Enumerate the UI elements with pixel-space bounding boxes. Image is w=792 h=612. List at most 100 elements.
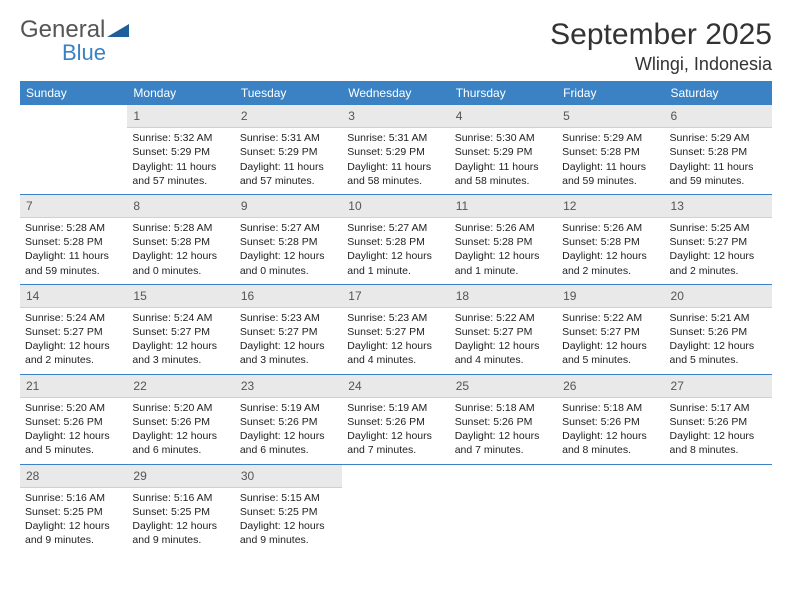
day-cell: 30Sunrise: 5:15 AMSunset: 5:25 PMDayligh… (235, 465, 342, 554)
sunset-line: Sunset: 5:26 PM (132, 415, 229, 429)
day-cell: 14Sunrise: 5:24 AMSunset: 5:27 PMDayligh… (20, 285, 127, 374)
sunset-line: Sunset: 5:26 PM (562, 415, 659, 429)
day-content: Sunrise: 5:25 AMSunset: 5:27 PMDaylight:… (665, 218, 772, 284)
sunrise-line: Sunrise: 5:27 AM (347, 221, 444, 235)
day-number: 29 (127, 465, 234, 488)
day-cell: 7Sunrise: 5:28 AMSunset: 5:28 PMDaylight… (20, 195, 127, 284)
day-number: 14 (20, 285, 127, 308)
day-cell: 8Sunrise: 5:28 AMSunset: 5:28 PMDaylight… (127, 195, 234, 284)
logo-text: General Blue (20, 18, 129, 64)
week-row: 14Sunrise: 5:24 AMSunset: 5:27 PMDayligh… (20, 285, 772, 374)
daylight-line: Daylight: 11 hours and 57 minutes. (132, 160, 229, 188)
daylight-line: Daylight: 12 hours and 1 minute. (347, 249, 444, 277)
logo-triangle-icon (107, 18, 129, 42)
sunset-line: Sunset: 5:28 PM (562, 145, 659, 159)
sunrise-line: Sunrise: 5:28 AM (25, 221, 122, 235)
day-content: Sunrise: 5:32 AMSunset: 5:29 PMDaylight:… (127, 128, 234, 194)
day-content: Sunrise: 5:15 AMSunset: 5:25 PMDaylight:… (235, 488, 342, 554)
week-row: 28Sunrise: 5:16 AMSunset: 5:25 PMDayligh… (20, 465, 772, 554)
logo-word-blue: Blue (62, 42, 129, 64)
sunset-line: Sunset: 5:28 PM (670, 145, 767, 159)
week-row: 21Sunrise: 5:20 AMSunset: 5:26 PMDayligh… (20, 375, 772, 464)
daylight-line: Daylight: 12 hours and 2 minutes. (670, 249, 767, 277)
day-number: 7 (20, 195, 127, 218)
sunset-line: Sunset: 5:28 PM (455, 235, 552, 249)
day-cell: 29Sunrise: 5:16 AMSunset: 5:25 PMDayligh… (127, 465, 234, 554)
day-content: Sunrise: 5:28 AMSunset: 5:28 PMDaylight:… (20, 218, 127, 284)
sunrise-line: Sunrise: 5:28 AM (132, 221, 229, 235)
daylight-line: Daylight: 11 hours and 59 minutes. (562, 160, 659, 188)
day-cell: 6Sunrise: 5:29 AMSunset: 5:28 PMDaylight… (665, 105, 772, 194)
sunrise-line: Sunrise: 5:27 AM (240, 221, 337, 235)
sunset-line: Sunset: 5:28 PM (240, 235, 337, 249)
day-cell: 1Sunrise: 5:32 AMSunset: 5:29 PMDaylight… (127, 105, 234, 194)
daylight-line: Daylight: 12 hours and 7 minutes. (455, 429, 552, 457)
daylight-line: Daylight: 12 hours and 3 minutes. (240, 339, 337, 367)
sunrise-line: Sunrise: 5:26 AM (562, 221, 659, 235)
day-content: Sunrise: 5:19 AMSunset: 5:26 PMDaylight:… (235, 398, 342, 464)
sunset-line: Sunset: 5:28 PM (347, 235, 444, 249)
day-cell: 12Sunrise: 5:26 AMSunset: 5:28 PMDayligh… (557, 195, 664, 284)
day-cell: 3Sunrise: 5:31 AMSunset: 5:29 PMDaylight… (342, 105, 449, 194)
sunrise-line: Sunrise: 5:16 AM (132, 491, 229, 505)
day-content: Sunrise: 5:31 AMSunset: 5:29 PMDaylight:… (235, 128, 342, 194)
day-content: Sunrise: 5:31 AMSunset: 5:29 PMDaylight:… (342, 128, 449, 194)
day-cell: 2Sunrise: 5:31 AMSunset: 5:29 PMDaylight… (235, 105, 342, 194)
weekday-header: Tuesday (235, 81, 342, 105)
day-cell: 9Sunrise: 5:27 AMSunset: 5:28 PMDaylight… (235, 195, 342, 284)
day-cell: 22Sunrise: 5:20 AMSunset: 5:26 PMDayligh… (127, 375, 234, 464)
weekday-header: Wednesday (342, 81, 449, 105)
day-cell: 13Sunrise: 5:25 AMSunset: 5:27 PMDayligh… (665, 195, 772, 284)
day-cell (342, 465, 449, 554)
day-cell: 4Sunrise: 5:30 AMSunset: 5:29 PMDaylight… (450, 105, 557, 194)
sunrise-line: Sunrise: 5:16 AM (25, 491, 122, 505)
day-number: 4 (450, 105, 557, 128)
weekday-header: Thursday (450, 81, 557, 105)
day-cell: 25Sunrise: 5:18 AMSunset: 5:26 PMDayligh… (450, 375, 557, 464)
day-cell: 24Sunrise: 5:19 AMSunset: 5:26 PMDayligh… (342, 375, 449, 464)
day-number: 5 (557, 105, 664, 128)
day-number: 28 (20, 465, 127, 488)
daylight-line: Daylight: 12 hours and 9 minutes. (240, 519, 337, 547)
daylight-line: Daylight: 12 hours and 8 minutes. (562, 429, 659, 457)
day-number: 6 (665, 105, 772, 128)
day-cell: 15Sunrise: 5:24 AMSunset: 5:27 PMDayligh… (127, 285, 234, 374)
sunrise-line: Sunrise: 5:20 AM (132, 401, 229, 415)
day-number: 13 (665, 195, 772, 218)
daylight-line: Daylight: 11 hours and 59 minutes. (25, 249, 122, 277)
day-content: Sunrise: 5:24 AMSunset: 5:27 PMDaylight:… (127, 308, 234, 374)
weekday-header: Sunday (20, 81, 127, 105)
logo-word-general: General (20, 16, 105, 43)
calendar-head: SundayMondayTuesdayWednesdayThursdayFrid… (20, 81, 772, 105)
day-cell: 17Sunrise: 5:23 AMSunset: 5:27 PMDayligh… (342, 285, 449, 374)
sunrise-line: Sunrise: 5:23 AM (240, 311, 337, 325)
day-number: 1 (127, 105, 234, 128)
sunrise-line: Sunrise: 5:30 AM (455, 131, 552, 145)
daylight-line: Daylight: 11 hours and 59 minutes. (670, 160, 767, 188)
daylight-line: Daylight: 12 hours and 0 minutes. (132, 249, 229, 277)
day-number: 17 (342, 285, 449, 308)
daylight-line: Daylight: 12 hours and 7 minutes. (347, 429, 444, 457)
day-content: Sunrise: 5:24 AMSunset: 5:27 PMDaylight:… (20, 308, 127, 374)
sunset-line: Sunset: 5:25 PM (132, 505, 229, 519)
sunset-line: Sunset: 5:26 PM (240, 415, 337, 429)
day-number: 26 (557, 375, 664, 398)
daylight-line: Daylight: 12 hours and 5 minutes. (25, 429, 122, 457)
day-number: 19 (557, 285, 664, 308)
sunset-line: Sunset: 5:26 PM (670, 415, 767, 429)
sunset-line: Sunset: 5:26 PM (455, 415, 552, 429)
daylight-line: Daylight: 11 hours and 57 minutes. (240, 160, 337, 188)
daylight-line: Daylight: 12 hours and 4 minutes. (347, 339, 444, 367)
sunset-line: Sunset: 5:29 PM (455, 145, 552, 159)
sunrise-line: Sunrise: 5:26 AM (455, 221, 552, 235)
sunrise-line: Sunrise: 5:24 AM (25, 311, 122, 325)
daylight-line: Daylight: 12 hours and 9 minutes. (132, 519, 229, 547)
calendar-table: SundayMondayTuesdayWednesdayThursdayFrid… (20, 81, 772, 553)
sunset-line: Sunset: 5:29 PM (132, 145, 229, 159)
daylight-line: Daylight: 12 hours and 5 minutes. (670, 339, 767, 367)
day-cell: 18Sunrise: 5:22 AMSunset: 5:27 PMDayligh… (450, 285, 557, 374)
day-number: 24 (342, 375, 449, 398)
day-content: Sunrise: 5:16 AMSunset: 5:25 PMDaylight:… (127, 488, 234, 554)
sunrise-line: Sunrise: 5:32 AM (132, 131, 229, 145)
daylight-line: Daylight: 12 hours and 8 minutes. (670, 429, 767, 457)
